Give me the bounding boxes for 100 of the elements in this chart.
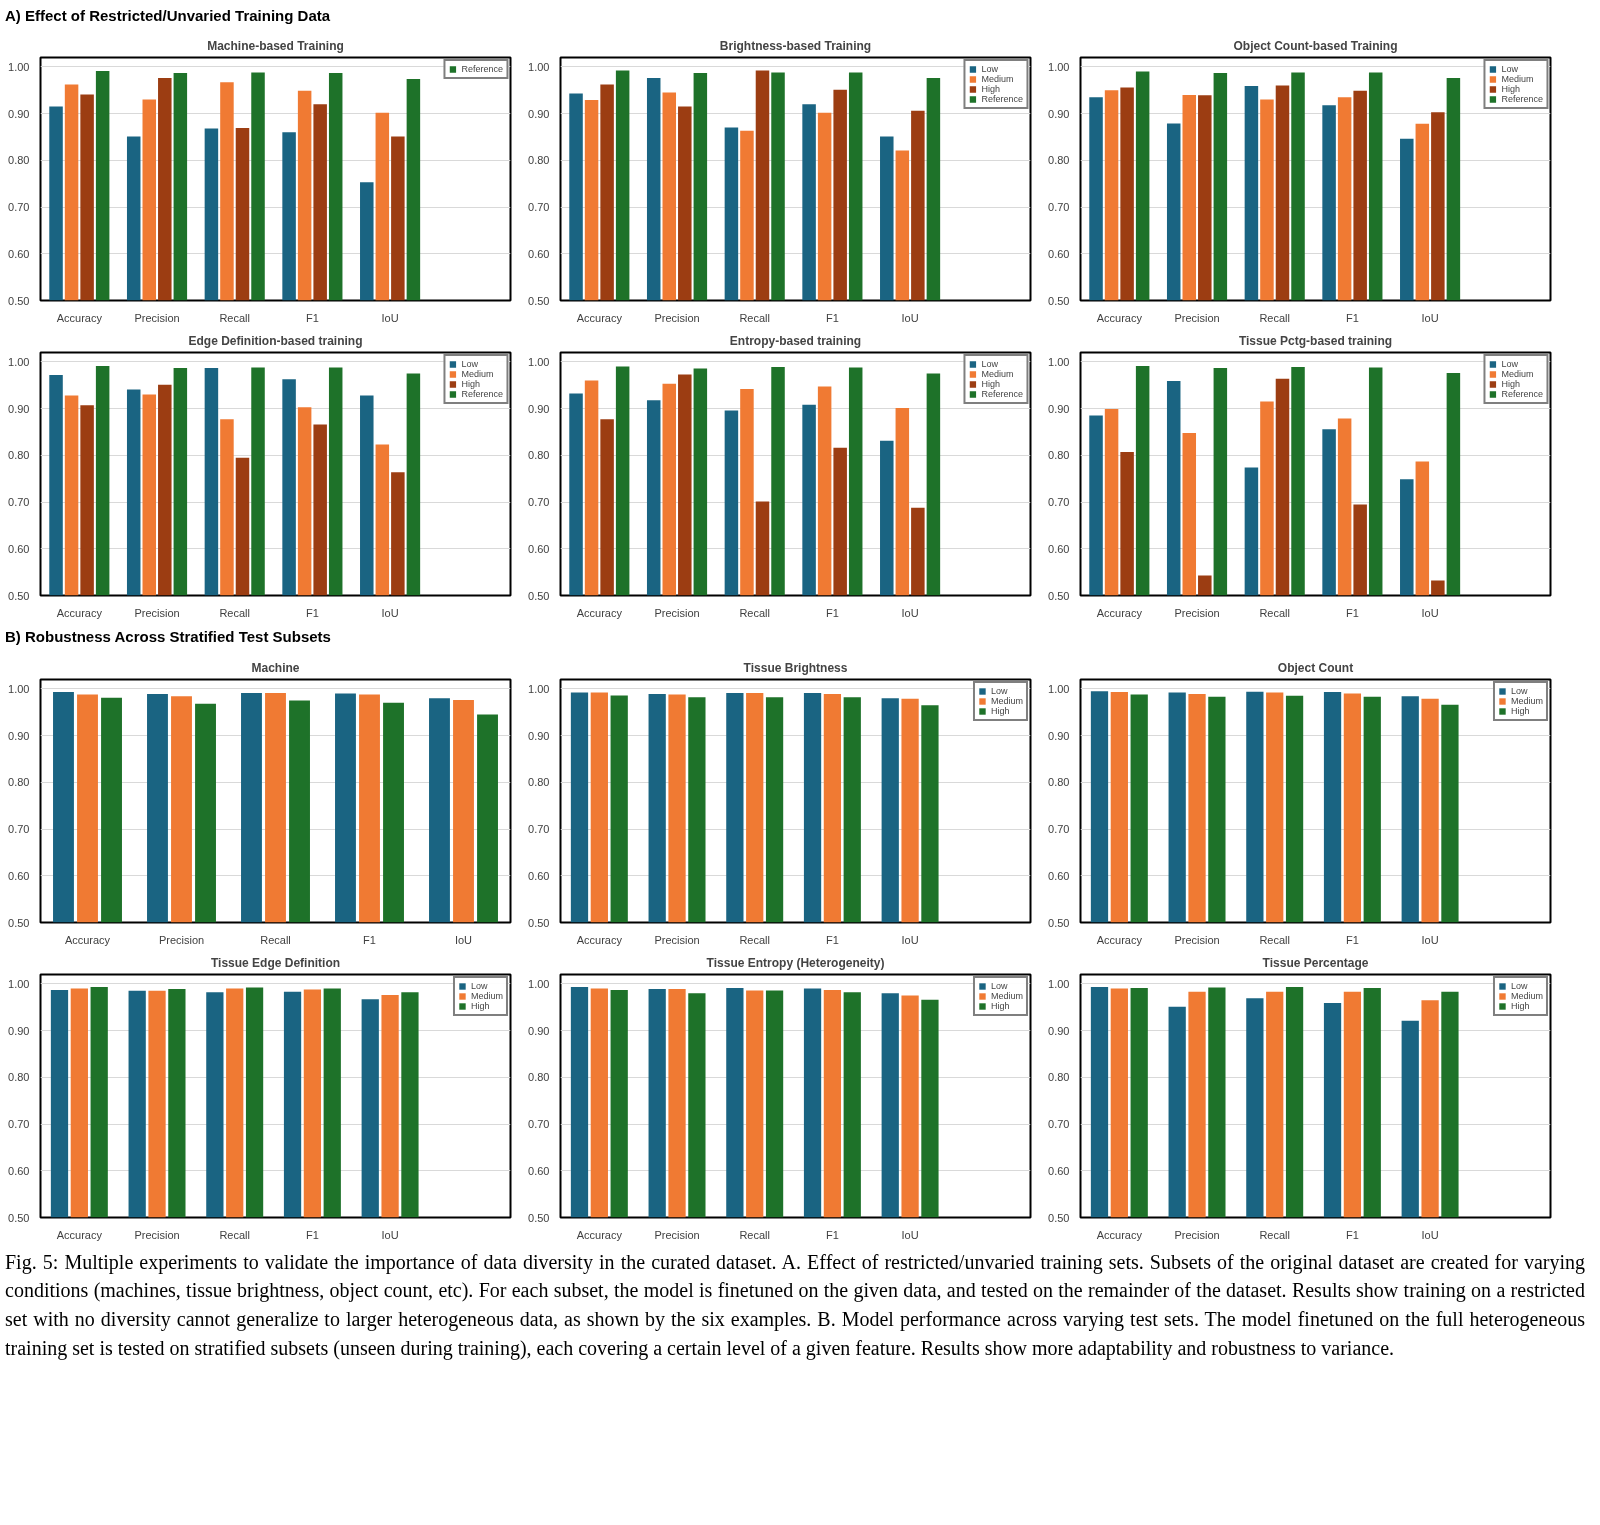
y-tick-label: 1.00 [1048, 61, 1070, 74]
legend-label: High [461, 379, 480, 390]
x-tick-label: Accuracy [576, 606, 623, 619]
y-tick-label: 1.00 [8, 682, 30, 695]
y-tick-label: 0.50 [1048, 294, 1070, 307]
x-tick-label: F1 [1345, 311, 1359, 324]
y-tick-label: 0.50 [8, 589, 30, 602]
legend-label: Low [1501, 64, 1519, 75]
y-tick-label: 0.60 [8, 869, 30, 882]
chart-title: Brightness-based Training [719, 38, 872, 53]
legend-label: Low [981, 359, 999, 370]
y-tick-label: 0.70 [1048, 201, 1070, 214]
x-tick-label: F1 [305, 311, 319, 324]
y-tick-label: 0.90 [528, 108, 550, 120]
x-tick-label: Recall [219, 311, 251, 324]
legend-label: Reference [461, 64, 503, 75]
y-tick-label: 0.80 [8, 776, 30, 789]
y-tick-label: 1.00 [8, 356, 30, 369]
y-tick-label: 0.80 [528, 449, 550, 462]
legend-label: Low [470, 980, 489, 991]
x-tick-label: Precision [654, 311, 700, 324]
legend-label: High [990, 705, 1011, 716]
y-tick-label: 0.90 [1048, 108, 1070, 120]
y-tick-label: 0.90 [8, 403, 30, 415]
y-tick-label: 0.50 [528, 1211, 550, 1224]
x-tick-label: F1 [825, 1228, 839, 1241]
legend-label: Low [981, 64, 999, 75]
y-tick-label: 0.70 [1048, 822, 1070, 835]
legend-label: High [1501, 379, 1520, 390]
x-tick-label: Accuracy [64, 933, 111, 946]
y-tick-label: 0.50 [1048, 589, 1070, 602]
y-tick-label: 0.90 [528, 1024, 550, 1037]
y-tick-label: 0.80 [8, 449, 30, 462]
x-tick-label: F1 [1345, 1228, 1359, 1241]
legend-label: Low [990, 685, 1009, 696]
x-tick-label: F1 [825, 933, 839, 946]
y-tick-label: 0.80 [1048, 1071, 1070, 1084]
x-tick-label: IoU [1421, 606, 1439, 619]
legend-label: Low [1510, 685, 1529, 696]
x-tick-label: Precision [1174, 606, 1220, 619]
x-tick-label: IoU [381, 1228, 399, 1241]
y-tick-label: 0.80 [528, 776, 550, 789]
x-tick-label: Precision [654, 1228, 700, 1241]
x-tick-label: F1 [305, 606, 319, 619]
x-tick-label: F1 [825, 606, 839, 619]
y-tick-label: 1.00 [1048, 356, 1070, 369]
y-tick-label: 1.00 [8, 977, 30, 990]
y-tick-label: 0.70 [8, 201, 30, 214]
chart-title: Object Count-based Training [1233, 38, 1398, 53]
x-tick-label: Recall [1259, 1228, 1291, 1241]
y-tick-label: 0.50 [8, 1211, 30, 1224]
legend-label: Low [461, 359, 479, 370]
x-tick-label: Recall [260, 933, 291, 946]
legend-label: Low [990, 980, 1009, 991]
chart-title: Entropy-based training [729, 333, 862, 348]
y-tick-label: 0.60 [528, 869, 550, 882]
y-tick-label: 0.90 [1048, 1024, 1070, 1037]
chart-title: Tissue Edge Definition [210, 955, 341, 970]
y-tick-label: 1.00 [528, 61, 550, 74]
y-tick-label: 0.60 [8, 543, 30, 556]
y-tick-label: 0.50 [8, 294, 30, 307]
chart-title: Machine [251, 660, 300, 675]
legend-label: Medium [1501, 74, 1534, 85]
x-tick-label: Recall [1259, 933, 1291, 946]
x-tick-label: Precision [1174, 933, 1220, 946]
x-tick-label: Recall [739, 311, 771, 324]
x-tick-label: IoU [901, 606, 919, 619]
x-tick-label: Accuracy [576, 933, 623, 946]
legend-label: Low [1510, 980, 1529, 991]
x-tick-label: IoU [901, 1228, 919, 1241]
y-tick-label: 1.00 [528, 682, 550, 695]
legend-label: High [990, 1000, 1011, 1011]
y-tick-label: 0.60 [1048, 248, 1070, 261]
caption: Fig. 5: Multiple experiments to validate the importance of data diversity in the curated dataset. A. Effect of restricted/unvaried training sets. Subsets of the original dataset are created for varying conditions (machines, tissue brightness, object count, etc). For each subset, the model is finetuned on the given data, and tested on the remainder of the dataset. Results show training on a restricted set with no diversity cannot generalize to larger heterogeneous data, as shown by the six examples. B. Model performance across varying test sets. The model finetuned on the full heterogeneous training set is tested on stratified subsets (unseen during training), each covering a certain level of a given feature. Results show more adaptability and robustness to variance. [5, 1249, 1585, 1362]
y-tick-label: 0.70 [528, 201, 550, 214]
y-tick-label: 1.00 [528, 356, 550, 369]
chart-title: Object Count [1277, 660, 1354, 675]
legend-label: High [470, 1000, 491, 1011]
legend-label: High [1501, 84, 1520, 95]
legend-label: High [981, 379, 1000, 390]
x-tick-label: Accuracy [1096, 933, 1143, 946]
y-tick-label: 0.80 [528, 1071, 550, 1084]
y-tick-label: 0.80 [8, 1071, 30, 1084]
y-tick-label: 0.70 [1048, 1117, 1070, 1130]
y-tick-label: 0.50 [528, 294, 550, 307]
chart-title: Tissue Entropy (Heterogeneity) [706, 955, 885, 970]
x-tick-label: Accuracy [1096, 311, 1143, 324]
x-tick-label: Accuracy [56, 606, 103, 619]
legend-label: High [1510, 705, 1531, 716]
chart-title: Tissue Pctg-based training [1238, 333, 1393, 348]
y-tick-label: 0.50 [528, 589, 550, 602]
x-tick-label: Precision [654, 933, 700, 946]
y-tick-label: 0.80 [1048, 154, 1070, 167]
text: A) Effect of Restricted/Unvaried Training Data [5, 6, 331, 26]
x-tick-label: IoU [454, 933, 473, 946]
x-tick-label: IoU [1421, 311, 1439, 324]
y-tick-label: 0.50 [1048, 916, 1070, 929]
x-tick-label: Recall [739, 606, 771, 619]
x-tick-label: IoU [901, 933, 919, 946]
y-tick-label: 0.60 [8, 1164, 30, 1177]
